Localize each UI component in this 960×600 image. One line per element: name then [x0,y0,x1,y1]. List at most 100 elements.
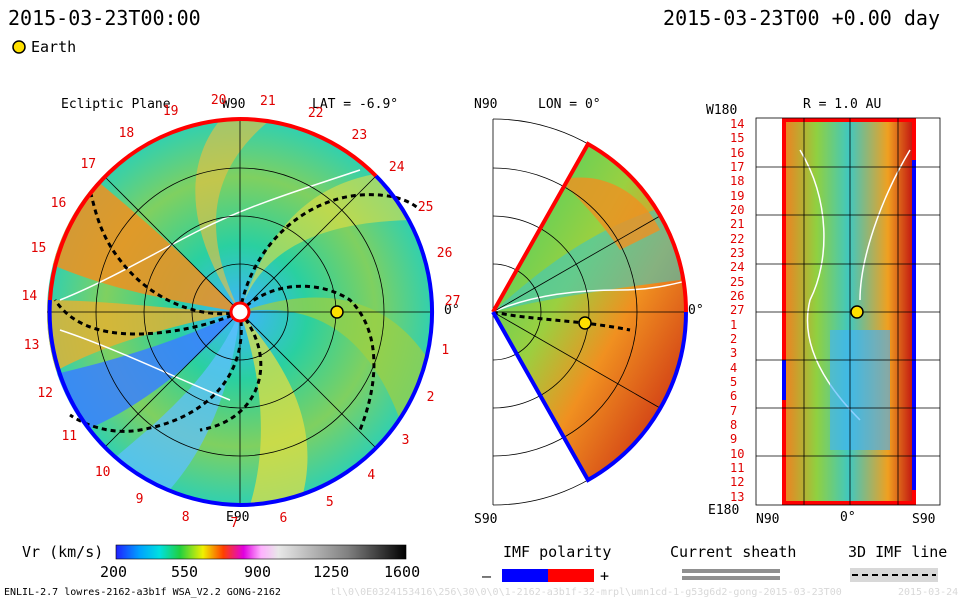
carrington-label: 20 [210,93,227,109]
meridional-bottom-label: S90 [474,512,498,527]
sphere-1au-panel [755,117,941,506]
colorbar-tick-900: 900 [244,563,272,581]
colorbar-tick-1600: 1600 [384,563,421,581]
imf-plus-sign: + [600,567,610,585]
ecliptic-right-label: 0° [444,303,460,318]
ecliptic-bottom-label: E90 [226,510,250,525]
carrington-label: 2 [426,390,435,406]
carrington-label: 16 [50,195,67,211]
carrington-label: 3 [401,432,410,448]
carrington-label: 7 [230,515,239,531]
sphere-row-label: 7 [730,403,738,418]
sphere-row-label: 20 [730,203,745,217]
run-info: tl\0\0E0324153416\256\30\0\0\1-2162-a3b1… [330,587,842,598]
sphere-row-label: 14 [730,117,745,131]
carrington-label: 6 [279,510,288,526]
meridional-lon-label: LON = 0° [538,97,601,112]
sphere-row-label: 15 [730,131,745,146]
carrington-label: 25 [417,200,434,216]
sphere-row-label: 12 [730,475,745,490]
sun-marker [229,301,251,323]
carrington-label: 15 [30,240,47,256]
colorbar-label: Vr (km/s) [22,543,104,561]
carrington-label: 22 [307,105,324,121]
sphere-row-label: 11 [730,461,745,475]
current-sheath-label: Current sheath [670,543,797,561]
imf-line-swatch [850,568,938,582]
velocity-colorbar [115,544,407,560]
sphere-row-label: 9 [730,432,738,447]
sphere-x-mid: 0° [840,510,856,525]
sphere-bottom-label: E180 [708,503,740,518]
sphere-row-label: 26 [730,289,745,303]
sphere-x-right: S90 [912,512,936,527]
sphere-row-label: 16 [730,145,745,160]
imf-minus-sign: – [482,567,492,585]
carrington-label: 21 [260,93,276,109]
date-tag: 2015-03-24 [898,587,959,598]
sphere-row-label: 5 [730,375,738,389]
carrington-label: 1 [441,343,450,359]
imf-polarity-negative-swatch [502,569,548,582]
sphere-row-label: 17 [730,160,745,174]
carrington-label: 10 [94,464,111,480]
earth-marker-sphere [850,305,864,319]
carrington-label: 9 [135,492,144,508]
carrington-label: 18 [118,125,135,141]
sphere-x-left: N90 [756,512,780,527]
ecliptic-lat-label: LAT = -6.9° [312,97,399,112]
model-info: ENLIL-2.7 lowres-2162-a3b1f WSA_V2.2 GON… [4,587,281,598]
ecliptic-plane-panel [47,117,435,507]
sphere-row-label: 13 [730,489,745,504]
carrington-label: 4 [367,467,376,483]
sphere-row-label: 1 [730,317,738,332]
colorbar-tick-550: 550 [171,563,199,581]
sphere-row-label: 10 [730,446,745,461]
sphere-row-label: 22 [730,231,745,246]
sphere-row-label: 8 [730,418,738,432]
carrington-label: 11 [61,428,78,444]
meridional-top-label: N90 [474,97,498,112]
sphere-row-label: 3 [730,346,738,361]
sphere-row-label: 23 [730,246,745,260]
carrington-label: 13 [23,338,40,354]
sphere-row-label: 2 [730,332,738,346]
carrington-label: 17 [80,156,97,172]
meridional-plane-panel [491,118,688,506]
carrington-label: 27 [444,294,461,310]
carrington-label: 12 [37,385,54,401]
imf-polarity-positive-swatch [548,569,594,582]
sphere-row-label: 18 [730,174,745,189]
sphere-row-label: 6 [730,389,738,404]
sphere-row-label: 4 [730,360,738,375]
carrington-label: 14 [21,289,38,305]
colorbar-tick-1250: 1250 [313,563,350,581]
header-time-right: 2015-03-23T00 +0.00 day [663,6,940,30]
imf-line-label: 3D IMF line [848,543,948,561]
carrington-label: 5 [325,494,334,510]
sphere-row-label: 25 [730,274,745,289]
meridional-right-label: 0° [688,303,704,318]
header-time-left: 2015-03-23T00:00 [8,6,201,30]
carrington-label: 23 [351,128,368,144]
earth-marker-meridional [578,316,592,330]
earth-marker-ecliptic [330,305,344,319]
sphere-row-label: 19 [730,188,745,203]
current-sheath-swatch [682,569,780,580]
earth-legend-label: Earth [31,38,77,56]
ecliptic-title: Ecliptic Plane [61,97,171,112]
carrington-label: 8 [181,509,190,525]
colorbar-tick-200: 200 [100,563,128,581]
sphere-row-label: 21 [730,217,745,232]
sphere-row-label: 27 [730,303,745,318]
earth-legend-icon [12,40,26,54]
carrington-label: 24 [388,160,405,176]
sphere-top-label: W180 [706,103,738,118]
sphere-row-label: 24 [730,260,745,275]
sphere-title: R = 1.0 AU [803,97,882,112]
carrington-label: 26 [436,245,453,261]
imf-polarity-label: IMF polarity [503,543,612,561]
ecliptic-top-label: W90 [222,97,246,112]
carrington-label: 19 [162,103,179,119]
